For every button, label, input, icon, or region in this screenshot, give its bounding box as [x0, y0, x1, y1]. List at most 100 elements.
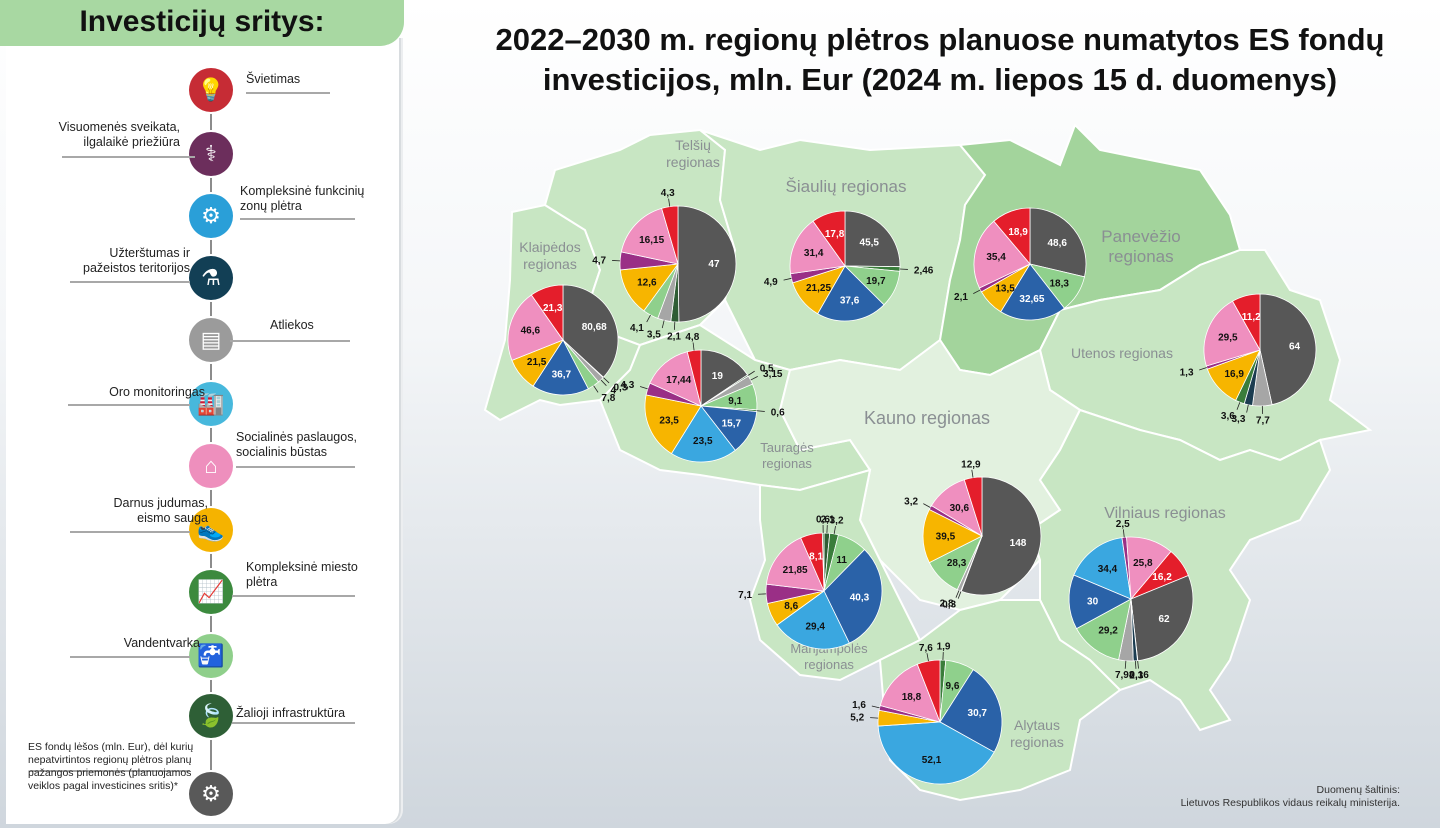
- pie-slice: [686, 349, 702, 407]
- pie-value-label: 12,9: [961, 459, 981, 470]
- pie-value-label: 4,3: [620, 380, 634, 391]
- pie-slice: [670, 405, 736, 463]
- pie-slice: [939, 669, 1003, 753]
- pie-value-label: 31,4: [804, 248, 824, 259]
- pie-charts: 47 2,1 3,54,1 12,6 4,7 16,15 4,3 45,5 2,46 19,7 37…: [507, 188, 1317, 785]
- pie-value-label: 0,16: [1129, 670, 1149, 681]
- pie-value-label: 4,1: [630, 323, 644, 334]
- pie-value-label: 0,3: [942, 600, 956, 611]
- legend-leader-line: [62, 156, 195, 158]
- lightbulb-icon: 💡: [189, 68, 233, 112]
- legend-leader-line: [232, 722, 355, 724]
- pie-value-label: 1,3: [1180, 367, 1194, 378]
- pie-value-label: 29,4: [806, 621, 826, 632]
- pie-slice: [644, 394, 702, 455]
- pie-slice: [1126, 536, 1172, 601]
- network-icon: ⚙: [189, 194, 233, 238]
- region-label: Alytaus regionas: [1010, 717, 1064, 750]
- pie-leader-line: [973, 289, 981, 294]
- pie-value-label: 32,65: [1019, 294, 1044, 305]
- pie-leader-line: [593, 385, 599, 393]
- pie-value-label: 2,1: [954, 292, 968, 303]
- pie-value-label: 2,1: [667, 331, 681, 342]
- source-text: Lietuvos Respublikos vidaus reikalų mini…: [1180, 797, 1400, 809]
- pie-tauragės: 19 0,53,15 9,1 0,6 15,7 23,5 23,5 4,3 17,44 4,8: [620, 332, 785, 463]
- pie-value-label: 18,8: [902, 692, 922, 703]
- pie-value-label: 23,5: [693, 436, 713, 447]
- legend-header: Investicijų sritys:: [0, 0, 404, 46]
- pie-value-label: 36,7: [552, 370, 572, 381]
- pie-slice: [821, 532, 825, 592]
- leaf-icon: 🍃: [189, 694, 233, 738]
- pie-slice: [1073, 537, 1132, 600]
- pie-slice: [817, 265, 885, 322]
- pie-value-label: 4: [611, 386, 617, 397]
- pie-slice: [1000, 263, 1065, 321]
- legend-label: Užterštumas ir pažeistos teritorijos: [83, 246, 190, 275]
- pie-slice: [562, 284, 619, 378]
- pie-value-label: 25,8: [1133, 558, 1153, 569]
- pie-value-label: 29,5: [1218, 332, 1238, 343]
- pie-value-label: 2,8: [940, 599, 954, 610]
- pie-vilniaus: 16,2 62 0,162,37,98 29,2 30 34,4 2,5 25,8: [1068, 519, 1194, 681]
- bin-icon: ▤: [189, 318, 233, 362]
- pie-value-label: 1,6: [852, 700, 866, 711]
- region-label-line: regionas: [1108, 247, 1173, 266]
- pie-value-label: 7,98: [1115, 670, 1135, 681]
- pie-klaipėdos: 80,68 0,347,8 36,7 21,5 46,6 21,3: [507, 284, 628, 404]
- health-icon: ⚕: [189, 132, 233, 176]
- pie-leader-line: [639, 386, 648, 390]
- pie-value-label: 2,1: [821, 515, 835, 526]
- flask-icon: ⚗: [189, 256, 233, 300]
- pie-value-label: 4,7: [592, 256, 606, 267]
- pie-value-label: 17,8: [825, 229, 845, 240]
- legend-leader-line: [68, 404, 190, 406]
- pie-value-label: 39,5: [936, 532, 956, 543]
- region-label: Kauno regionas: [864, 408, 990, 428]
- region-label-line: regionas: [762, 456, 812, 471]
- pie-leader-line: [1236, 402, 1241, 410]
- pie-slice: [812, 210, 846, 268]
- pie-slice: [677, 205, 737, 323]
- source-heading: Duomenų šaltinis:: [1316, 784, 1400, 796]
- pie-value-label: 0,6: [816, 515, 830, 526]
- map-title-line-1: 2022–2030 m. regionų plėtros planuose nu…: [495, 22, 1385, 57]
- region-label-line: regionas: [523, 256, 577, 272]
- region-label: Šiaulių regionas: [786, 177, 907, 196]
- legend-label: Oro monitoringas: [109, 385, 205, 399]
- pie-slice: [1029, 207, 1087, 278]
- pie-slice: [844, 210, 901, 268]
- pie-value-label: 64: [1289, 342, 1301, 353]
- pie-slice: [776, 590, 850, 650]
- pie-value-label: 30,7: [968, 708, 988, 719]
- pie-leader-line: [955, 590, 960, 598]
- pie-utenos: 64 7,7 3,33,6 16,9 1,3 29,5 11,2: [1180, 293, 1317, 426]
- legend-label: ES fondų lėšos (mln. Eur), dėl kurių nep…: [28, 741, 194, 792]
- pie-value-label: 30,6: [950, 503, 970, 514]
- pie-value-label: 16,9: [1224, 369, 1244, 380]
- region-label-line: regionas: [804, 657, 854, 672]
- pie-marijampolės: 2,13,2 11 40,3 29,4 8,6 7,1 21,858,1 0,6: [738, 515, 883, 650]
- region-label: Panevėžio regionas: [1101, 227, 1180, 266]
- legend-label: Atliekos: [270, 318, 314, 332]
- pie-slice: [620, 207, 679, 265]
- pie-panevėžio: 48,6 18,3 32,65 13,5 2,1 35,4 18,9: [954, 207, 1087, 321]
- gear-hands-icon: ⚙: [189, 772, 233, 816]
- pie-value-label: 16,2: [1152, 572, 1172, 583]
- pie-leader-line: [750, 375, 758, 381]
- legend-leader-line: [236, 466, 355, 468]
- region-label-line: regionas: [666, 154, 720, 170]
- pie-alytaus: 1,9 9,6 30,7 52,1 5,2 1,6 18,8 7,6: [850, 642, 1003, 785]
- legend-title: Investicijų sritys:: [79, 5, 325, 38]
- region-label: Tauragės regionas: [760, 440, 814, 471]
- pie-value-label: 40,3: [850, 592, 870, 603]
- pie-value-label: 9,1: [728, 396, 742, 407]
- pie-value-label: 15,7: [722, 418, 742, 429]
- legend-leader-line: [232, 595, 355, 597]
- pie-leader-line: [1122, 529, 1125, 538]
- pie-leader-line: [1124, 660, 1127, 669]
- pie-value-label: 17,44: [666, 375, 691, 386]
- pie-value-label: 45,5: [860, 238, 880, 249]
- pie-leader-line: [833, 525, 836, 534]
- map-title: 2022–2030 m. regionų plėtros planuose nu…: [455, 20, 1425, 100]
